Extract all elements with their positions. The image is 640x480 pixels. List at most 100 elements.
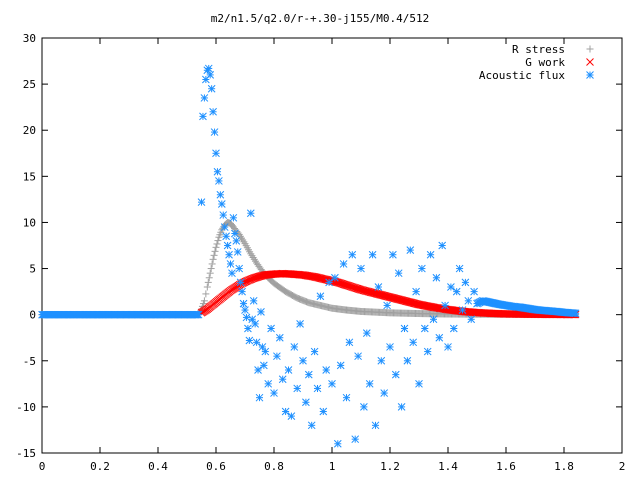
data-point <box>223 241 232 250</box>
data-point <box>420 324 429 333</box>
y-tick-label: 0 <box>29 309 36 322</box>
data-point <box>235 264 244 273</box>
data-point <box>210 128 219 136</box>
data-point <box>207 265 215 273</box>
data-point <box>213 167 222 176</box>
data-point <box>241 306 249 314</box>
data-point <box>397 403 406 411</box>
legend-marker <box>586 71 594 79</box>
data-point <box>257 308 265 316</box>
data-point <box>216 190 225 199</box>
data-point <box>394 269 403 278</box>
data-point <box>418 264 426 273</box>
legend-label: G work <box>525 56 565 69</box>
data-point <box>360 403 368 411</box>
data-point <box>299 356 307 365</box>
data-point <box>225 250 233 259</box>
data-point <box>441 301 449 310</box>
data-point <box>447 283 455 291</box>
data-point <box>205 274 213 282</box>
data-point <box>325 278 333 287</box>
y-tick-label: 5 <box>29 263 36 276</box>
data-point <box>254 366 262 374</box>
data-point <box>415 379 423 388</box>
data-point <box>208 260 216 268</box>
data-point <box>452 287 461 296</box>
y-tick-label: -5 <box>23 355 36 368</box>
data-point <box>270 389 278 397</box>
data-point <box>449 324 458 333</box>
y-axis: -15 -10 -5 0 5 10 15 20 25 30 <box>16 32 622 460</box>
data-point <box>461 278 470 287</box>
data-point <box>467 315 476 324</box>
data-point <box>209 107 217 116</box>
data-point <box>264 379 273 388</box>
data-point <box>244 324 252 333</box>
data-point <box>380 389 389 397</box>
data-point <box>432 273 441 282</box>
x-tick-label: 1.2 <box>380 460 400 473</box>
data-point <box>310 347 319 356</box>
data-point <box>242 313 251 322</box>
data-point <box>275 333 284 342</box>
data-point <box>377 356 386 365</box>
data-point <box>331 273 339 282</box>
y-tick-label: 30 <box>23 32 36 45</box>
x-tick-label: 0.8 <box>264 460 284 473</box>
data-point <box>351 435 360 444</box>
y-tick-label: -15 <box>16 447 36 460</box>
data-point <box>470 287 478 296</box>
data-point <box>217 200 226 208</box>
data-point <box>259 361 268 370</box>
data-point <box>228 269 236 278</box>
data-point <box>365 379 374 388</box>
data-point <box>200 297 208 305</box>
data-point <box>213 240 221 248</box>
data-point <box>207 84 216 93</box>
data-point <box>219 211 228 219</box>
data-point <box>313 384 322 393</box>
data-point <box>403 356 412 365</box>
data-point <box>307 421 316 430</box>
data-point <box>444 343 452 351</box>
data-point <box>339 260 348 268</box>
x-axis: 0 0.2 0.4 0.6 0.8 1 1.2 1.4 1.6 1.8 2 <box>39 38 626 473</box>
data-point <box>438 241 447 250</box>
data-point <box>284 366 293 374</box>
x-tick-label: 0.4 <box>148 460 168 473</box>
data-point <box>197 198 206 207</box>
data-point <box>290 343 299 351</box>
chart-title: m2/n1.5/q2.0/r-+.30-j155/M0.4/512 <box>211 12 430 25</box>
x-tick-label: 1.6 <box>496 460 516 473</box>
legend-marker <box>586 58 594 66</box>
data-point <box>423 347 432 356</box>
data-point <box>293 384 302 393</box>
data-point <box>345 338 354 347</box>
x-tick-label: 0.6 <box>206 460 226 473</box>
data-point <box>426 250 435 259</box>
x-tick-label: 2 <box>619 460 626 473</box>
data-point <box>357 264 365 273</box>
data-point <box>278 375 287 384</box>
data-point <box>249 296 258 305</box>
data-point <box>239 299 248 308</box>
data-point <box>230 229 239 238</box>
data-point <box>281 407 290 416</box>
data-point <box>429 315 438 324</box>
data-point <box>362 329 371 337</box>
data-point <box>374 283 383 291</box>
data-point <box>571 309 580 318</box>
y-tick-label: 10 <box>23 216 36 229</box>
data-point <box>202 290 210 298</box>
data-point <box>458 306 467 314</box>
data-point <box>206 269 214 277</box>
data-point <box>322 366 331 374</box>
data-point <box>368 250 377 259</box>
data-point <box>287 412 296 420</box>
data-point <box>371 421 380 430</box>
data-point <box>406 246 415 254</box>
plot-frame <box>41 37 623 454</box>
data-point <box>389 250 397 259</box>
